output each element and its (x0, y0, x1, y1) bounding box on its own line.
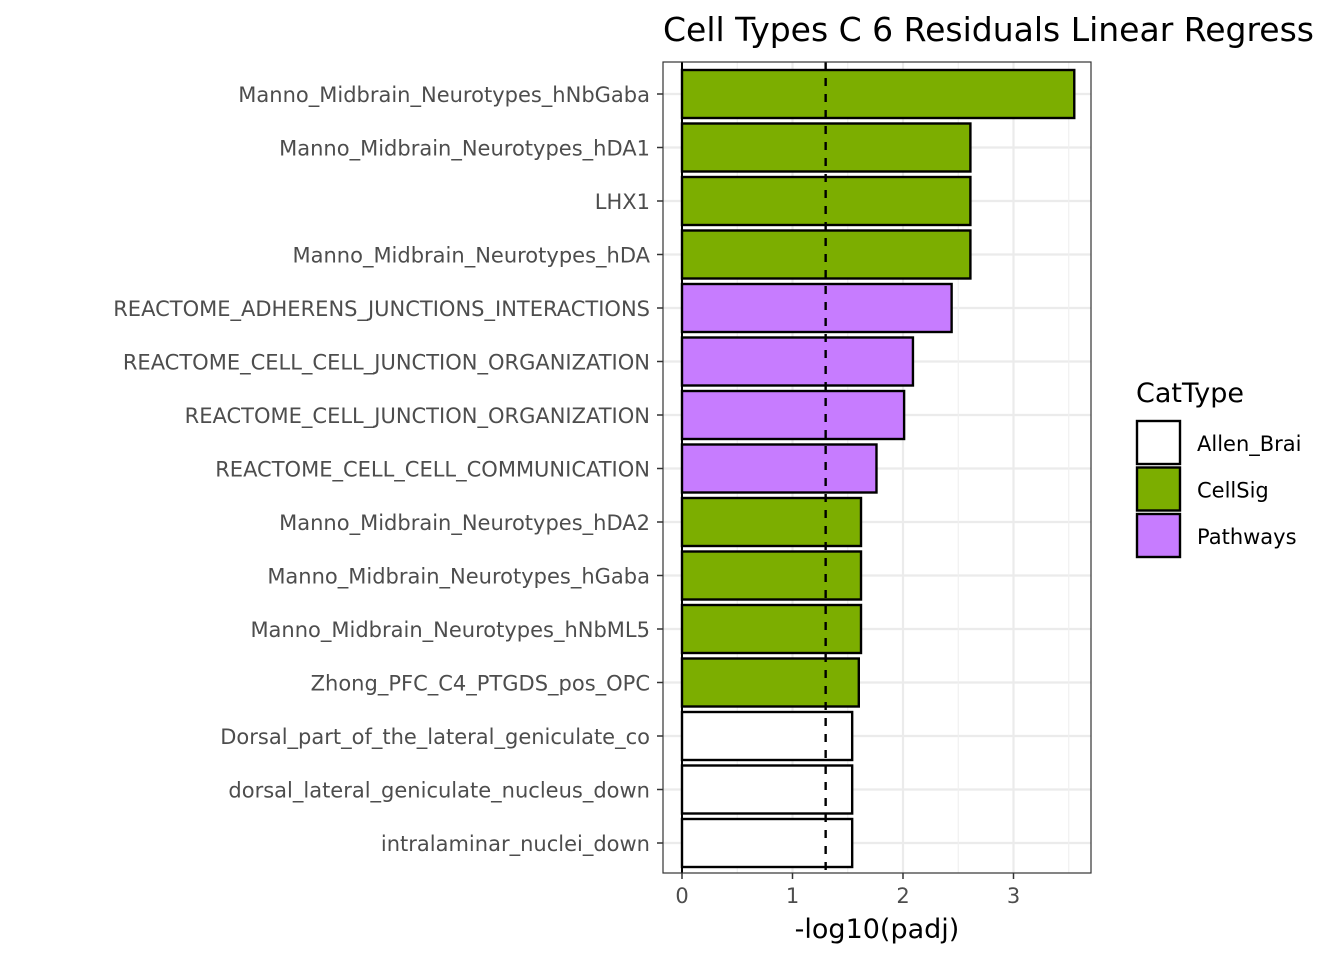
y-tick-label: LHX1 (595, 190, 650, 214)
bar (680, 496, 863, 548)
bar (680, 282, 953, 334)
y-tick-label: Manno_Midbrain_Neurotypes_hDA (292, 244, 650, 269)
legend-label: Allen_Brai (1197, 432, 1302, 457)
legend-swatch (1135, 512, 1182, 559)
legend-swatch (1135, 419, 1182, 466)
y-tick-label: Manno_Midbrain_Neurotypes_hNbML5 (250, 618, 650, 643)
bar (680, 603, 863, 655)
legend-swatch (1135, 466, 1182, 512)
legend-label: CellSig (1197, 479, 1269, 503)
y-tick-label: Manno_Midbrain_Neurotypes_hGaba (267, 565, 650, 590)
x-axis: 0 1 2 3 (675, 873, 1020, 908)
panel-border (662, 61, 1092, 874)
x-axis-label: -log10(padj) (795, 914, 960, 945)
bar (680, 550, 863, 601)
y-tick-label: Zhong_PFC_C4_PTGDS_pos_OPC (311, 672, 650, 697)
bar (680, 657, 861, 708)
bar (680, 68, 1076, 120)
y-tick-label: REACTOME_CELL_CELL_COMMUNICATION (215, 458, 650, 483)
y-tick-label: dorsal_lateral_geniculate_nucleus_down (228, 779, 650, 804)
x-tick-label: 2 (896, 884, 909, 908)
y-tick-label: intralaminar_nuclei_down (381, 832, 650, 857)
y-tick-label: REACTOME_CELL_JUNCTION_ORGANIZATION (185, 404, 650, 429)
bar (680, 389, 906, 441)
x-tick-label: 3 (1007, 884, 1020, 908)
bar (680, 764, 854, 815)
y-tick-label: Manno_Midbrain_Neurotypes_hDA1 (279, 137, 650, 162)
legend-label: Pathways (1197, 525, 1297, 549)
y-tick-label: REACTOME_CELL_CELL_JUNCTION_ORGANIZATION (123, 351, 650, 376)
y-tick-label: Manno_Midbrain_Neurotypes_hNbGaba (238, 83, 650, 108)
chart-title: Cell Types C 6 Residuals Linear Regress (663, 10, 1314, 49)
x-tick-label: 1 (786, 884, 799, 908)
bar (680, 175, 972, 227)
x-tick-label: 0 (675, 884, 688, 908)
bar (680, 710, 854, 762)
bar (680, 443, 878, 494)
y-tick-label: REACTOME_ADHERENS_JUNCTIONS_INTERACTIONS (113, 297, 650, 322)
y-tick-label: Manno_Midbrain_Neurotypes_hDA2 (279, 511, 650, 536)
y-tick-label: Dorsal_part_of_the_lateral_geniculate_co (220, 725, 650, 750)
bar (680, 817, 854, 869)
legend: CatType Allen_Brai CellSig Pathways (1135, 378, 1302, 559)
y-axis: Manno_Midbrain_Neurotypes_hNbGaba Manno_M… (113, 83, 663, 857)
bar (680, 336, 915, 387)
legend-title: CatType (1136, 378, 1244, 409)
